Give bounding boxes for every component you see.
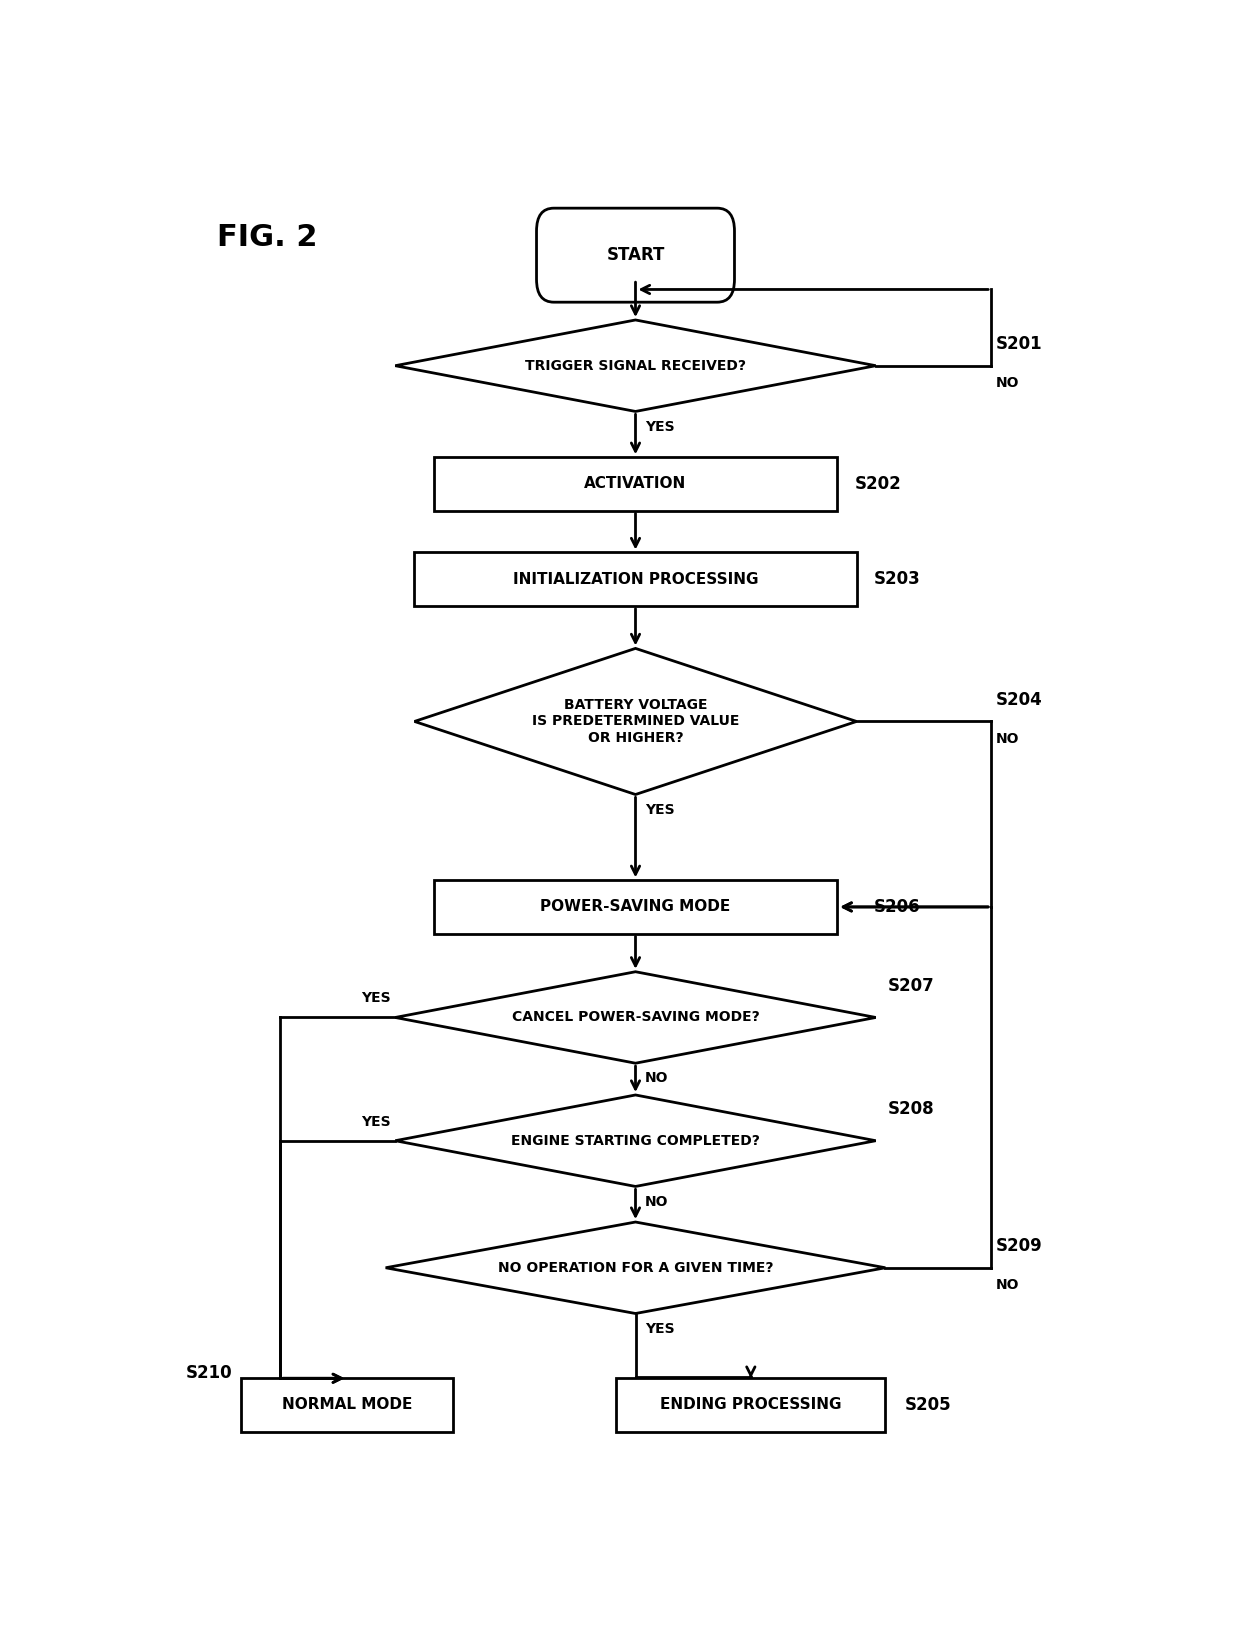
Polygon shape <box>414 648 857 795</box>
Bar <box>434 879 837 934</box>
Text: ENDING PROCESSING: ENDING PROCESSING <box>660 1398 842 1412</box>
Text: S206: S206 <box>874 898 920 916</box>
Text: NO OPERATION FOR A GIVEN TIME?: NO OPERATION FOR A GIVEN TIME? <box>497 1261 774 1275</box>
Polygon shape <box>396 320 875 411</box>
FancyBboxPatch shape <box>537 208 734 302</box>
Text: YES: YES <box>361 992 391 1005</box>
Bar <box>434 457 837 510</box>
Text: YES: YES <box>645 419 675 434</box>
Text: NO: NO <box>996 1279 1019 1292</box>
Text: FIG. 2: FIG. 2 <box>217 223 317 252</box>
Text: CANCEL POWER-SAVING MODE?: CANCEL POWER-SAVING MODE? <box>512 1010 759 1025</box>
Text: S209: S209 <box>996 1238 1043 1256</box>
Text: S207: S207 <box>888 977 934 995</box>
Text: YES: YES <box>645 1322 675 1336</box>
Polygon shape <box>396 972 875 1063</box>
Text: YES: YES <box>645 804 675 817</box>
Text: POWER-SAVING MODE: POWER-SAVING MODE <box>541 899 730 914</box>
Text: ENGINE STARTING COMPLETED?: ENGINE STARTING COMPLETED? <box>511 1134 760 1148</box>
Text: S210: S210 <box>185 1365 232 1383</box>
Text: S208: S208 <box>888 1101 934 1119</box>
Text: NO: NO <box>645 1195 668 1209</box>
Text: S203: S203 <box>874 571 920 587</box>
Polygon shape <box>396 1096 875 1186</box>
Text: NO: NO <box>645 1071 668 1086</box>
Text: S205: S205 <box>905 1396 951 1414</box>
Bar <box>242 1378 453 1432</box>
Bar <box>616 1378 885 1432</box>
Bar <box>414 553 857 606</box>
Text: NO: NO <box>996 376 1019 389</box>
Text: S201: S201 <box>996 335 1043 353</box>
Text: S202: S202 <box>854 475 901 493</box>
Text: INITIALIZATION PROCESSING: INITIALIZATION PROCESSING <box>513 571 758 587</box>
Text: NO: NO <box>996 731 1019 746</box>
Text: YES: YES <box>361 1115 391 1129</box>
Text: BATTERY VOLTAGE
IS PREDETERMINED VALUE
OR HIGHER?: BATTERY VOLTAGE IS PREDETERMINED VALUE O… <box>532 698 739 744</box>
Text: TRIGGER SIGNAL RECEIVED?: TRIGGER SIGNAL RECEIVED? <box>525 358 746 373</box>
Polygon shape <box>386 1223 885 1313</box>
Text: NORMAL MODE: NORMAL MODE <box>281 1398 413 1412</box>
Text: ACTIVATION: ACTIVATION <box>584 477 687 492</box>
Text: START: START <box>606 246 665 264</box>
Text: S204: S204 <box>996 691 1043 710</box>
